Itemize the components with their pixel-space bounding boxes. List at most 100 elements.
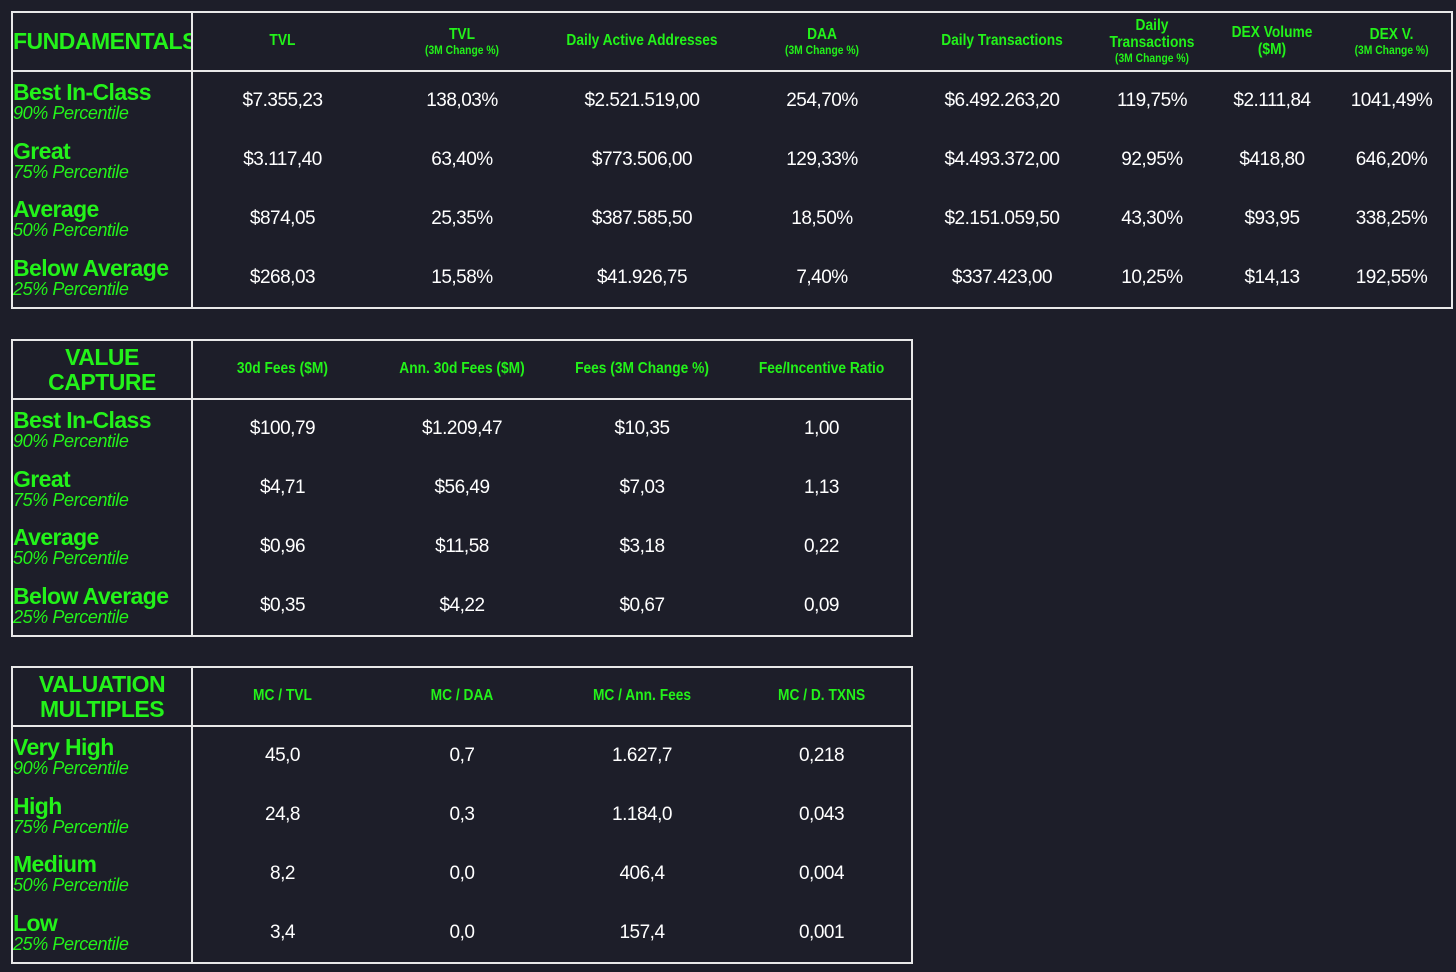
value-cell: 1041,49% <box>1350 90 1433 112</box>
table-row: Average 50% Percentile $0,96 $11,58 $3,18… <box>12 517 912 577</box>
value-cell: 15,58% <box>431 266 493 288</box>
column-header: TVL (3M Change %) <box>384 12 540 72</box>
value-cell: $874,05 <box>249 207 316 229</box>
tier-percentile: 25% Percentile <box>13 934 129 955</box>
value-cell: $387.585,50 <box>591 207 693 229</box>
header-row: VALUATION MULTIPLES MC / TVL MC / DAA MC… <box>12 667 912 727</box>
tier-percentile: 90% Percentile <box>13 431 129 452</box>
tier-name: Average <box>13 524 99 551</box>
tier-percentile: 75% Percentile <box>13 489 129 510</box>
column-header: Fee/Incentive Ratio <box>744 340 900 400</box>
tier-cell: Great 75% Percentile <box>12 458 193 518</box>
value-cell: 338,25% <box>1355 207 1428 229</box>
tier-cell: Average 50% Percentile <box>12 517 193 577</box>
column-header: DEX V. (3M Change %) <box>1340 12 1444 72</box>
value-cell: 254,70% <box>786 90 858 112</box>
tier-name: Below Average <box>13 255 169 281</box>
table-row: Medium 50% Percentile 8,2 0,0 406,4 0,004 <box>12 844 912 904</box>
value-cell: 43,30% <box>1121 207 1183 229</box>
tier-percentile: 25% Percentile <box>13 279 129 300</box>
value-cell: $4.493.372,00 <box>944 149 1060 171</box>
tier-name: Average <box>13 196 99 223</box>
valuation-multiples-table: VALUATION MULTIPLES MC / TVL MC / DAA MC… <box>11 666 913 964</box>
value-cell: 8,2 <box>270 862 295 884</box>
tier-percentile: 50% Percentile <box>13 548 129 569</box>
value-cell: $0,96 <box>259 535 306 557</box>
column-header: DEX Volume ($M) <box>1220 12 1324 72</box>
table-title: VALUE CAPTURE <box>12 340 193 400</box>
tier-cell: Best In-Class 90% Percentile <box>12 399 193 459</box>
value-cell: 157,4 <box>619 921 665 943</box>
tier-name: Very High <box>13 733 114 760</box>
tier-name: Best In-Class <box>13 406 152 433</box>
value-cell: 129,33% <box>786 149 858 171</box>
value-cell: $11,58 <box>435 535 489 557</box>
tier-cell: Best In-Class 90% Percentile <box>12 71 193 131</box>
value-cell: $7.355,23 <box>242 90 323 112</box>
tier-cell: Very High 90% Percentile <box>12 726 193 786</box>
value-cell: 0,004 <box>798 862 845 884</box>
value-cell: 0,001 <box>798 921 845 943</box>
table-row: Great 75% Percentile $4,71 $56,49 $7,03 1… <box>12 458 912 518</box>
tier-cell: Great 75% Percentile <box>12 130 193 190</box>
column-header: Fees (3M Change %) <box>564 340 720 400</box>
tier-name: Medium <box>13 851 97 878</box>
tier-cell: Below Average 25% Percentile <box>12 248 193 308</box>
value-cell: 7,40% <box>796 266 848 288</box>
value-cell: $4,22 <box>439 594 485 616</box>
value-cell: $41.926,75 <box>596 266 688 288</box>
value-cell: 0,09 <box>804 594 839 616</box>
column-header: Daily Transactions <box>924 12 1080 72</box>
value-cell: $56,49 <box>434 477 490 499</box>
value-cell: 25,35% <box>431 207 493 229</box>
tier-name: High <box>13 792 62 819</box>
value-cell: $418,80 <box>1239 149 1305 171</box>
tier-percentile: 50% Percentile <box>13 875 129 896</box>
tier-cell: Medium 50% Percentile <box>12 844 193 904</box>
value-cell: $268,03 <box>249 266 316 288</box>
value-cell: 10,25% <box>1121 266 1183 288</box>
value-cell: $100,79 <box>249 418 316 440</box>
value-capture-table: VALUE CAPTURE 30d Fees ($M) Ann. 30d Fee… <box>11 339 913 637</box>
value-cell: 18,50% <box>791 207 853 229</box>
column-header: MC / TVL <box>204 667 360 727</box>
value-cell: $10,35 <box>614 418 670 440</box>
value-cell: 0,22 <box>804 535 839 557</box>
table-row: High 75% Percentile 24,8 0,3 1.184,0 0,04… <box>12 785 912 845</box>
table-row: Best In-Class 90% Percentile $7.355,23 13… <box>12 71 1452 131</box>
column-header: Ann. 30d Fees ($M) <box>384 340 540 400</box>
tier-name: Best In-Class <box>13 78 152 105</box>
table-title: VALUATION MULTIPLES <box>12 667 193 727</box>
tier-percentile: 50% Percentile <box>13 220 129 241</box>
tier-name: Great <box>13 465 71 492</box>
value-cell: $6.492.263,20 <box>944 90 1060 112</box>
value-cell: 0,7 <box>449 745 475 767</box>
value-cell: $14,13 <box>1244 266 1300 288</box>
column-header: TVL <box>204 12 360 72</box>
value-cell: $7,03 <box>619 477 665 499</box>
value-cell: $0,35 <box>259 594 306 616</box>
value-cell: 138,03% <box>426 90 498 112</box>
value-cell: 406,4 <box>619 862 665 884</box>
tier-cell: High 75% Percentile <box>12 785 193 845</box>
value-cell: $1.209,47 <box>421 418 503 440</box>
value-cell: 3,4 <box>270 921 295 943</box>
value-cell: 646,20% <box>1355 149 1428 171</box>
value-cell: 119,75% <box>1116 90 1188 112</box>
value-cell: $2.521.519,00 <box>584 90 700 112</box>
value-cell: $2.111,84 <box>1233 90 1311 112</box>
value-cell: 1,00 <box>804 418 839 440</box>
table-row: Low 25% Percentile 3,4 0,0 157,4 0,001 <box>12 903 912 963</box>
value-cell: $4,71 <box>259 477 306 499</box>
tier-cell: Low 25% Percentile <box>12 903 193 963</box>
column-header: Daily Active Addresses <box>564 12 720 72</box>
tier-name: Great <box>13 137 71 164</box>
value-cell: $773.506,00 <box>591 149 693 171</box>
tier-percentile: 75% Percentile <box>13 161 129 182</box>
column-header: Daily Transactions (3M Change %) <box>1100 12 1204 72</box>
value-cell: 45,0 <box>265 745 300 767</box>
table-row: Average 50% Percentile $874,05 25,35% $38… <box>12 189 1452 249</box>
tier-name: Low <box>13 910 58 936</box>
tier-cell: Average 50% Percentile <box>12 189 193 249</box>
table-row: Below Average 25% Percentile $268,03 15,5… <box>12 248 1452 308</box>
